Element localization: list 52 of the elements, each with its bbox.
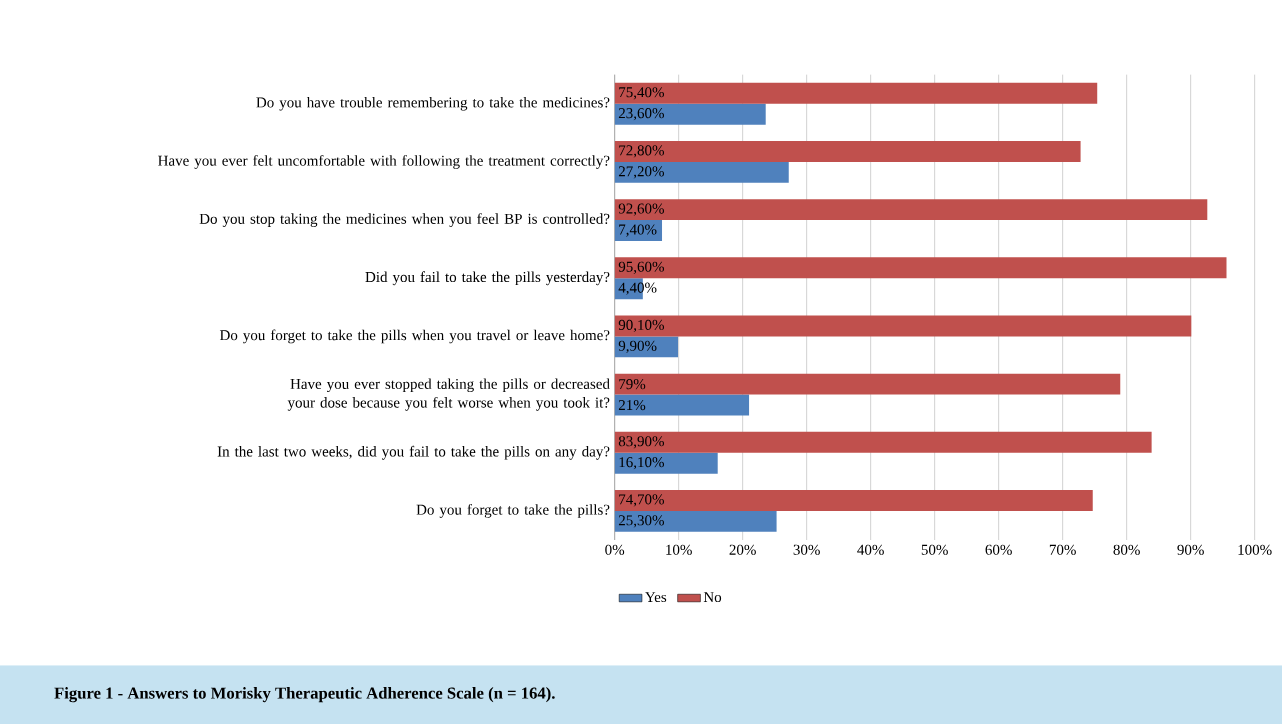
data-label: 25,30% [618, 515, 664, 528]
x-tick-label: 80% [1113, 544, 1140, 555]
x-tick-label: 0% [605, 544, 625, 555]
y-tick-label: Do you forget to take the pills when you travel or leave home? [219, 329, 610, 344]
data-label: 9,90% [618, 340, 657, 354]
x-tick-label: 10% [666, 544, 692, 555]
data-label: 23,60% [618, 108, 664, 121]
y-tick-label: Do you forget to take the pills? [416, 504, 610, 518]
bar [614, 394, 750, 416]
bar [614, 452, 718, 474]
x-tick-label: 50% [921, 544, 948, 555]
bar [614, 431, 1152, 453]
bar [614, 373, 1121, 395]
bar [614, 220, 663, 242]
x-tick-label: 30% [793, 544, 820, 555]
data-label: 75,40% [619, 87, 664, 100]
x-tick-label: 60% [985, 544, 1012, 555]
bar [614, 103, 766, 125]
data-label: 74,70% [619, 494, 664, 507]
x-tick-label: 100% [1238, 544, 1272, 555]
bar [614, 82, 1098, 104]
text: Figure 1 - Answers to Morisky Therapeutic Adherence Scale (n = 164). [54, 687, 555, 703]
bar [614, 510, 777, 532]
y-tick-label: Have you ever felt uncomfortable with following the treatment correctly? [158, 155, 610, 169]
data-label: 79% [619, 379, 646, 390]
bar [614, 257, 1227, 279]
y-tick-label: Do you have trouble remembering to take the medicines? [256, 96, 610, 111]
x-tick-label: 20% [729, 544, 756, 555]
x-tick-label: 70% [1049, 544, 1076, 555]
data-label: 90,10% [618, 319, 664, 333]
legend-label: Yes [645, 592, 667, 603]
y-tick-label: In the last two weeks, did you fail to take the pills on any day? [217, 445, 610, 460]
bar [614, 161, 789, 183]
bar [614, 489, 1093, 511]
bar [614, 199, 1208, 221]
data-label: 7,40% [619, 224, 657, 237]
y-tick-label: Do you stop taking the medicines when you feel BP is controlled? [199, 213, 610, 227]
data-label: 72,80% [619, 145, 664, 158]
data-label: 95,60% [618, 261, 664, 274]
y-tick-label: Have you ever stopped taking the pills or decreased your dose because you felt worse when you took it? [287, 378, 610, 411]
y-tick-label: Did you fail to take the pills yesterday? [365, 271, 610, 286]
bar [614, 336, 679, 358]
data-label: 21% [618, 399, 646, 411]
data-label: 16,10% [619, 457, 664, 470]
data-label: 27,20% [618, 166, 664, 179]
data-label: 83,90% [618, 436, 664, 449]
data-label: 92,60% [618, 203, 664, 216]
x-tick-label: 90% [1177, 544, 1204, 555]
bar [614, 140, 1081, 162]
bar [614, 315, 1192, 337]
legend-label: No [703, 592, 722, 603]
x-tick-label: 40% [857, 544, 884, 555]
